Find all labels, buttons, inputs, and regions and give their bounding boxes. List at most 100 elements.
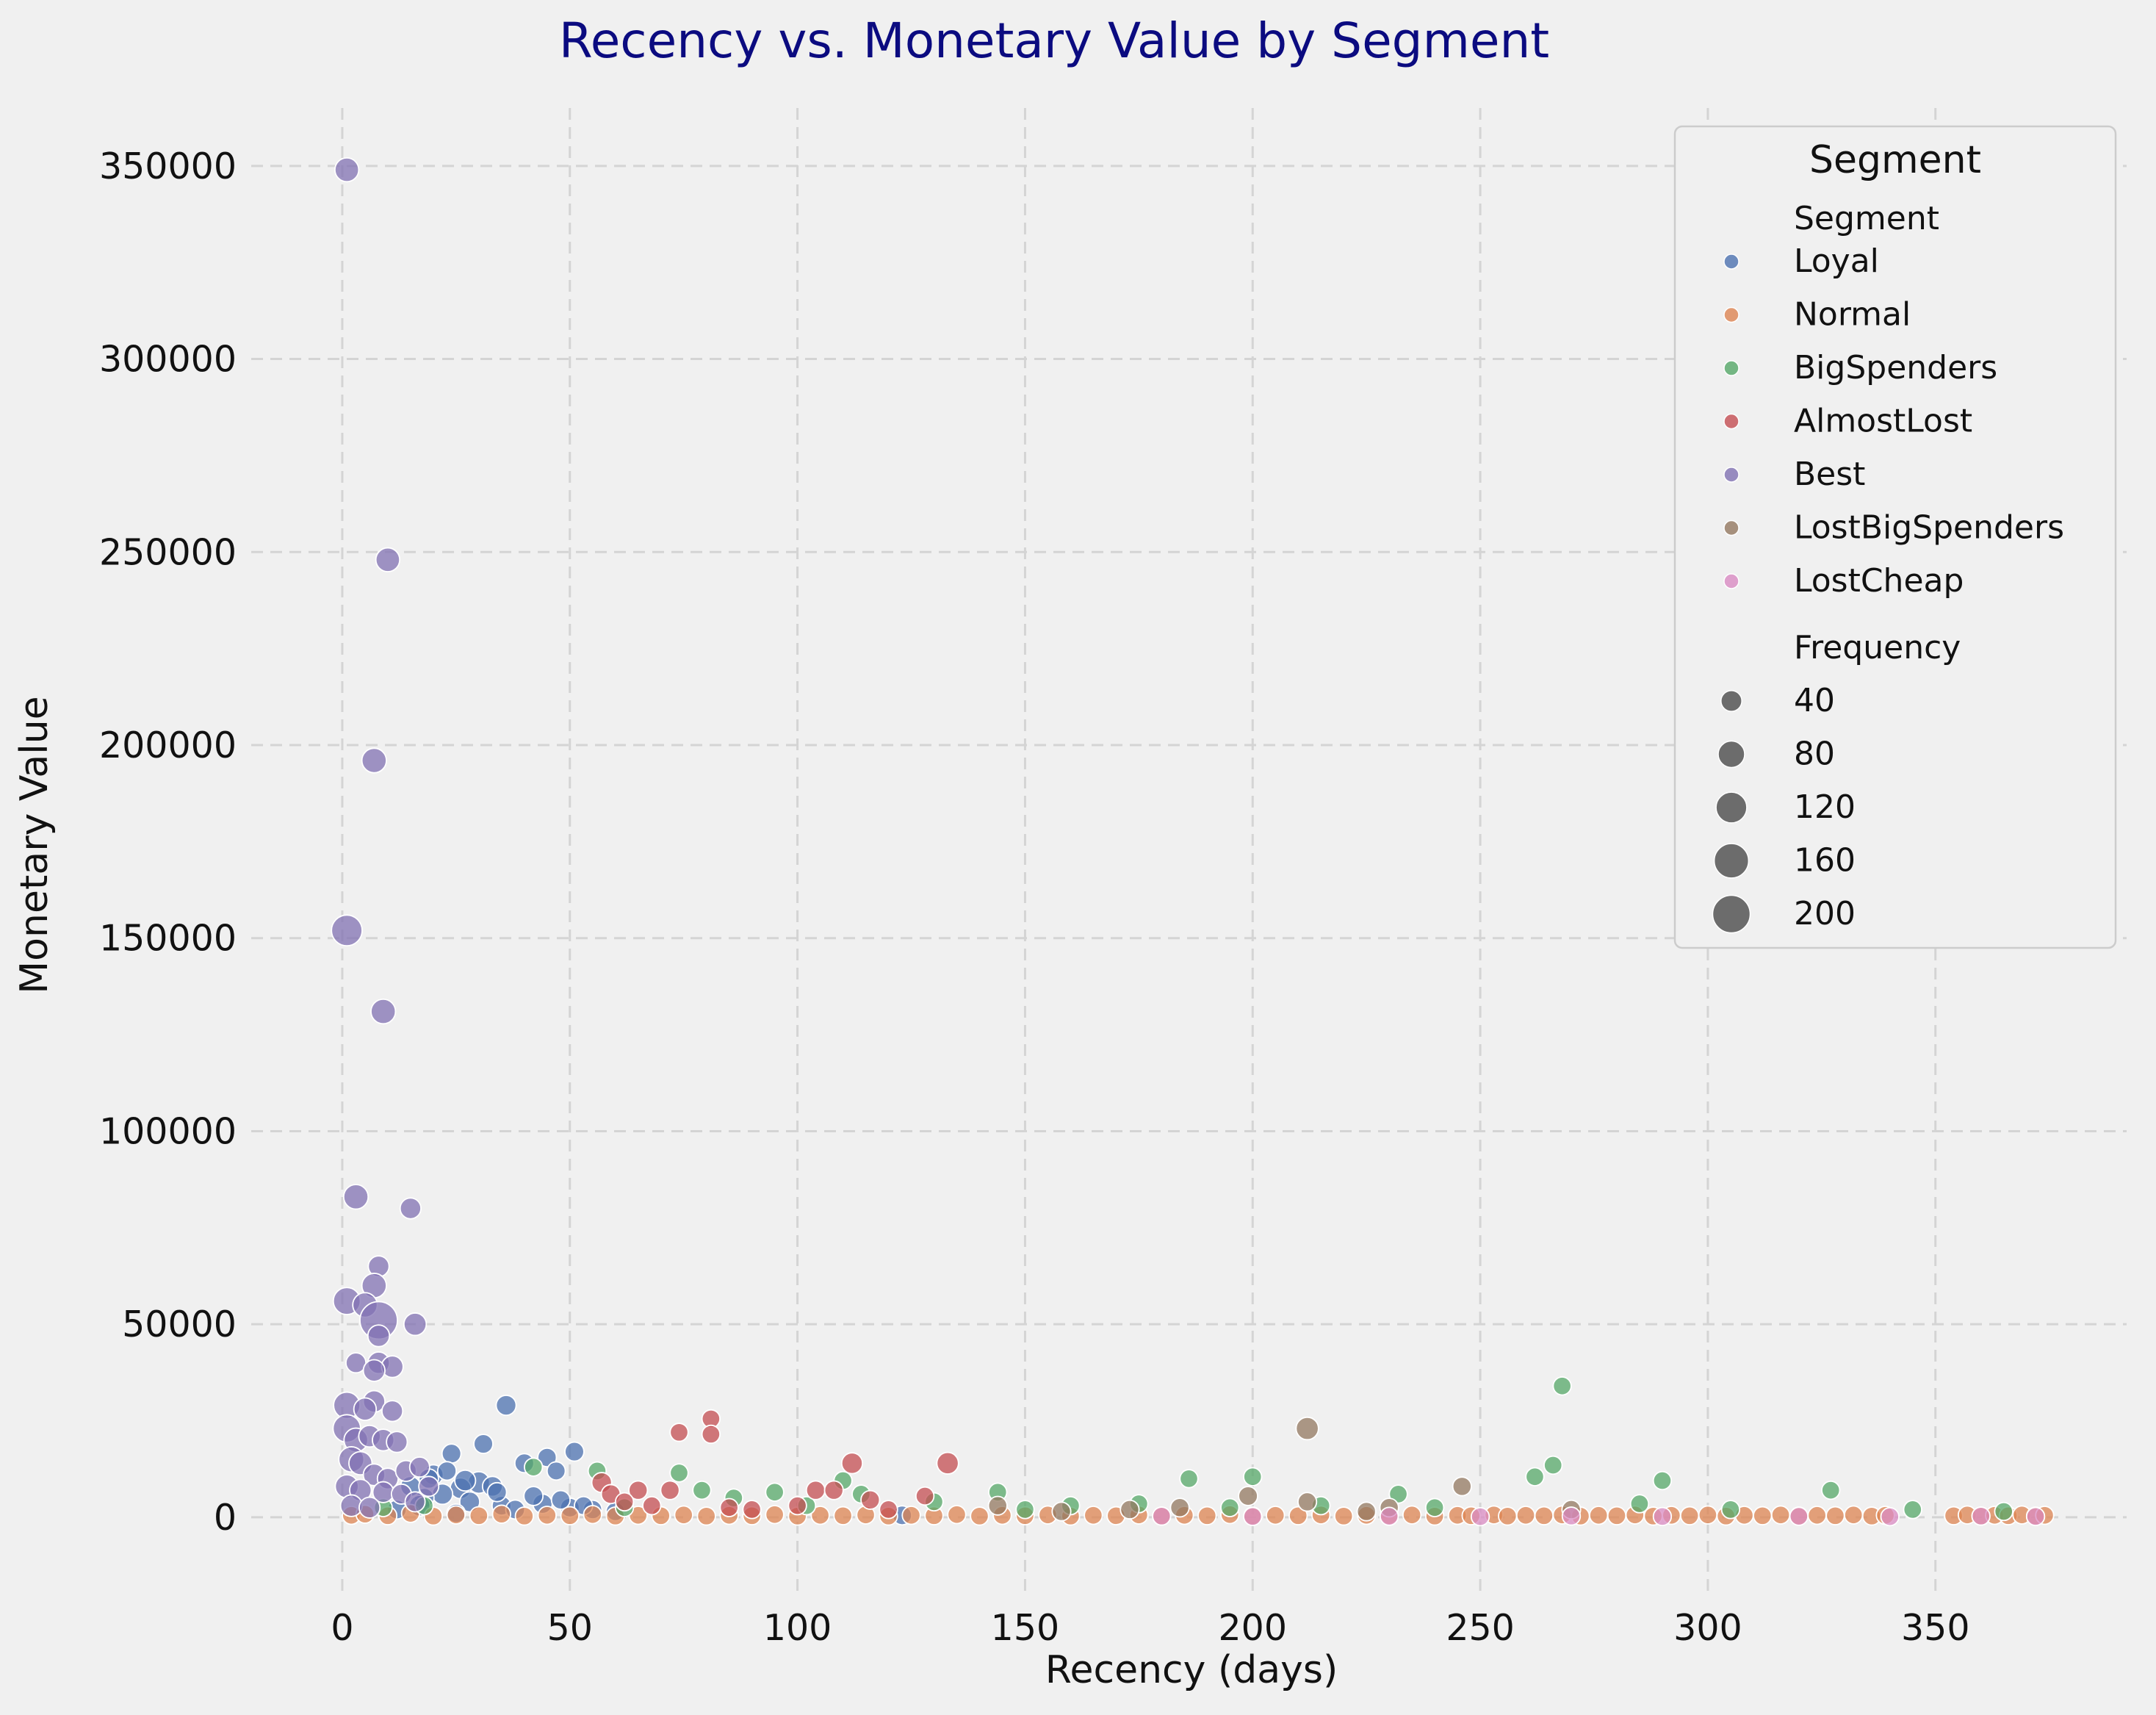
point-best <box>362 1359 386 1382</box>
legend-size-label: 120 <box>1794 788 1856 826</box>
legend-label-almostlost: AlmostLost <box>1794 403 1972 440</box>
chart-title: Recency vs. Monetary Value by Segment <box>559 12 1549 69</box>
point-lostcheap <box>1652 1506 1673 1527</box>
y-tick-label: 200000 <box>99 725 237 766</box>
point-best <box>381 1400 404 1423</box>
data-points <box>331 157 2055 1527</box>
point-almostlost <box>628 1480 649 1500</box>
x-tick-label: 250 <box>1446 1607 1515 1649</box>
point-bigspenders <box>692 1480 712 1500</box>
point-lostbigspenders <box>1120 1499 1140 1520</box>
legend: Segment Segment Loyal Normal BigSpenders Al… <box>1673 125 2117 949</box>
point-best <box>358 1496 381 1519</box>
series-bigspenders <box>373 1376 2013 1522</box>
legend-size-marker <box>1717 740 1745 769</box>
x-axis-label: Recency (days) <box>1045 1648 1338 1692</box>
point-loyal <box>523 1486 544 1506</box>
y-axis-label: Monetary Value <box>12 696 57 993</box>
point-normal <box>947 1505 967 1525</box>
legend-size-marker <box>1720 690 1742 712</box>
point-normal <box>537 1506 557 1525</box>
point-normal <box>1807 1506 1827 1525</box>
point-normal <box>1607 1506 1627 1525</box>
point-bigspenders <box>1525 1467 1545 1486</box>
point-almostlost <box>840 1452 864 1475</box>
x-tick-label: 300 <box>1673 1607 1742 1649</box>
y-tick-label: 350000 <box>99 145 237 187</box>
legend-label-normal: Normal <box>1794 296 1911 334</box>
legend-marker-lostbigspenders <box>1723 519 1739 536</box>
point-lostbigspenders <box>1297 1492 1318 1512</box>
point-lostcheap <box>2025 1506 2046 1527</box>
point-almostlost <box>879 1500 898 1520</box>
point-almostlost <box>787 1495 807 1516</box>
point-bigspenders <box>1543 1455 1563 1475</box>
point-normal <box>1197 1506 1217 1525</box>
tick-labels: 0 50 100 150 200 250 300 350 0 50000 100000 150000 2… <box>99 145 1970 1649</box>
legend-size-marker <box>1715 791 1748 824</box>
legend-label-lostbigspenders: LostBigSpenders <box>1794 509 2064 547</box>
point-best <box>375 547 401 572</box>
point-normal <box>901 1506 921 1525</box>
series-lostbigspenders <box>987 1416 1582 1522</box>
point-normal <box>514 1506 534 1526</box>
point-lostbigspenders <box>1238 1486 1258 1506</box>
point-almostlost <box>719 1498 739 1517</box>
point-best <box>370 998 397 1025</box>
point-lostcheap <box>1561 1506 1582 1526</box>
point-best <box>367 1324 391 1348</box>
point-loyal <box>454 1469 477 1492</box>
point-best <box>403 1312 428 1337</box>
legend-size-header: Frequency <box>1794 629 1961 666</box>
point-lostcheap <box>1789 1506 1809 1526</box>
legend-marker-bigspenders <box>1723 360 1739 376</box>
point-bigspenders <box>1424 1498 1445 1517</box>
point-loyal <box>537 1447 558 1468</box>
point-best <box>361 747 387 774</box>
x-tick-label: 50 <box>547 1607 593 1649</box>
x-tick-label: 0 <box>331 1607 353 1649</box>
y-tick-label: 150000 <box>99 918 237 960</box>
legend-size-marker <box>1712 894 1751 934</box>
point-normal <box>765 1505 785 1525</box>
point-normal <box>833 1506 853 1525</box>
point-lostbigspenders <box>1051 1501 1072 1522</box>
legend-label-loyal: Loyal <box>1794 242 1879 280</box>
series-lostcheap <box>1152 1506 2046 1527</box>
y-tick-label: 250000 <box>99 531 237 573</box>
point-normal <box>1679 1506 1700 1525</box>
y-tick-label: 50000 <box>122 1304 237 1345</box>
point-normal <box>1770 1505 1791 1525</box>
point-almostlost <box>614 1492 635 1512</box>
x-tick-label: 350 <box>1901 1607 1970 1649</box>
point-bigspenders <box>1652 1470 1673 1491</box>
point-bigspenders <box>1552 1376 1572 1396</box>
point-lostbigspenders <box>987 1495 1008 1516</box>
legend-frame <box>1673 125 2117 949</box>
point-bigspenders <box>1720 1500 1741 1520</box>
point-loyal <box>495 1395 517 1417</box>
legend-title: Segment <box>1809 138 1981 182</box>
point-lostbigspenders <box>1169 1498 1190 1518</box>
point-bigspenders <box>524 1457 544 1477</box>
point-normal <box>446 1505 466 1525</box>
point-normal <box>674 1505 693 1525</box>
point-bigspenders <box>1994 1501 2013 1522</box>
y-tick-label: 300000 <box>99 339 237 381</box>
point-normal <box>1698 1505 1718 1525</box>
point-normal <box>1498 1506 1518 1526</box>
legend-marker-best <box>1723 467 1739 483</box>
point-almostlost <box>701 1424 721 1445</box>
point-normal <box>560 1506 580 1525</box>
legend-marker-normal <box>1723 306 1739 323</box>
point-bigspenders <box>1243 1467 1263 1486</box>
point-loyal <box>436 1461 458 1481</box>
point-best <box>331 914 363 947</box>
point-best <box>404 1491 426 1513</box>
point-loyal <box>486 1481 508 1503</box>
legend-size-entries: 40 80 120 160 200 <box>1712 682 1856 934</box>
legend-size-label: 200 <box>1794 895 1856 932</box>
point-almostlost <box>805 1480 826 1500</box>
series-almostlost <box>591 1409 959 1520</box>
legend-label-bigspenders: BigSpenders <box>1794 349 1997 386</box>
